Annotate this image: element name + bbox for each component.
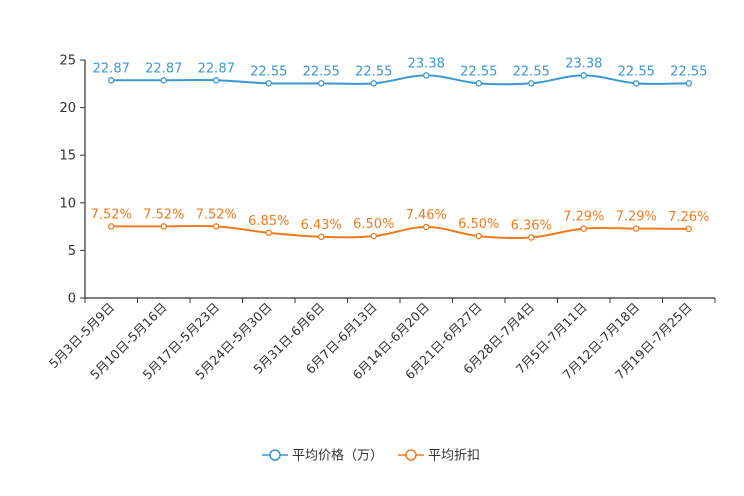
data-label: 22.55 — [460, 64, 497, 79]
legend-marker-icon — [405, 449, 417, 461]
data-label: 7.52% — [91, 207, 132, 222]
data-label: 6.50% — [353, 217, 394, 232]
legend: 平均价格（万） 平均折扣 — [262, 448, 480, 464]
data-point — [528, 234, 535, 241]
data-label: 23.38 — [565, 56, 602, 71]
legend-label: 平均折扣 — [428, 449, 480, 464]
data-label: 22.87 — [198, 61, 235, 76]
series-layer: 22.87 22.87 22.87 22.55 22.55 22.55 23.38 22.55… — [91, 56, 709, 241]
data-label: 7.29% — [563, 210, 604, 225]
data-point — [475, 80, 482, 87]
data-label: 22.55 — [250, 64, 287, 79]
data-label: 22.55 — [670, 64, 707, 79]
series-0: 22.87 22.87 22.87 22.55 22.55 22.55 23.38 22.55… — [93, 56, 707, 87]
data-label: 7.26% — [668, 210, 709, 225]
series-1: 7.52% 7.52% 7.52% 6.85% 6.43% 6.50% 7.46% 6.50%… — [91, 207, 709, 241]
data-point — [580, 225, 588, 232]
data-label: 22.55 — [513, 64, 550, 79]
y-tick-label: 20 — [59, 101, 76, 116]
legend-marker-icon — [269, 449, 281, 461]
data-label: 22.87 — [145, 61, 182, 76]
data-point — [580, 72, 588, 79]
y-tick-label: 5 — [68, 244, 76, 259]
data-point — [370, 232, 377, 240]
data-point — [633, 225, 640, 232]
data-label: 6.85% — [248, 214, 289, 229]
legend-item-0[interactable]: 平均价格（万） — [262, 448, 383, 464]
y-tick-label: 25 — [59, 54, 76, 69]
data-label: 6.36% — [511, 218, 552, 233]
data-point — [160, 77, 167, 84]
data-label: 7.29% — [616, 210, 657, 225]
data-point — [212, 77, 220, 84]
data-point — [317, 80, 325, 87]
data-label: 7.46% — [406, 208, 447, 223]
data-point — [685, 80, 693, 87]
data-label: 22.55 — [618, 64, 655, 79]
data-point — [685, 225, 693, 233]
data-label: 6.43% — [301, 218, 342, 233]
data-point — [108, 77, 115, 84]
data-point — [475, 232, 482, 240]
legend-item-1[interactable]: 平均折扣 — [398, 449, 480, 464]
legend-label: 平均价格（万） — [292, 448, 383, 464]
data-point — [422, 223, 430, 231]
data-point — [265, 80, 272, 87]
data-point — [265, 229, 272, 237]
data-label: 22.87 — [93, 61, 130, 76]
data-point — [212, 223, 220, 230]
data-point — [528, 80, 535, 87]
data-point — [633, 80, 640, 87]
data-point — [108, 223, 115, 230]
series-line — [111, 224, 689, 240]
data-label: 6.50% — [458, 217, 499, 232]
y-tick-label: 0 — [68, 292, 76, 307]
data-point — [160, 223, 167, 230]
y-tick-label: 15 — [59, 149, 76, 164]
data-point — [370, 80, 377, 87]
y-tick-label: 10 — [59, 196, 76, 211]
data-label: 23.38 — [408, 56, 445, 71]
data-point — [317, 233, 325, 241]
data-label: 22.55 — [355, 64, 392, 79]
data-label: 7.52% — [196, 207, 237, 222]
data-label: 7.52% — [143, 207, 184, 222]
data-label: 22.55 — [303, 64, 340, 79]
series-line — [111, 74, 689, 86]
data-point — [422, 72, 430, 79]
